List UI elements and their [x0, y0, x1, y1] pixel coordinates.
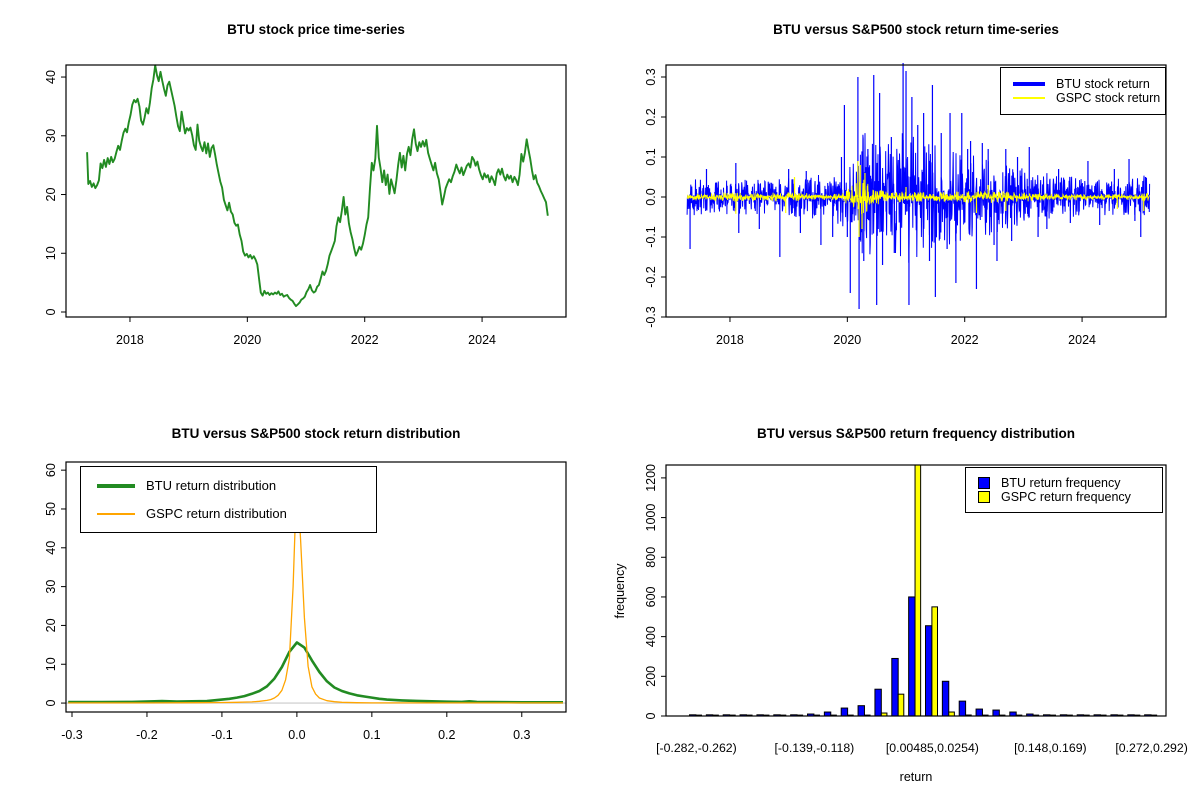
legend-item: BTU return distribution — [81, 472, 376, 500]
chart-title-price: BTU stock price time-series — [227, 22, 405, 37]
x-tick-label: [0.00485,0.0254) — [886, 741, 979, 755]
density-btu-curve — [68, 641, 563, 704]
x-tick-label: 2018 — [116, 333, 144, 347]
y-tick-label: 10 — [44, 657, 58, 671]
legend-item: BTU return frequency — [966, 476, 1162, 490]
y-tick-label: 30 — [44, 129, 58, 143]
y-tick-label: 0.2 — [644, 108, 658, 125]
freq-bar-btu — [891, 657, 899, 717]
x-axis-title-return: return — [899, 770, 933, 784]
x-tick-label: [0.272,0.292) — [1115, 741, 1187, 755]
btu-return-line-swatch — [1013, 82, 1045, 86]
legend-label: GSPC return frequency — [1001, 490, 1131, 504]
chart-title-returns: BTU versus S&P500 stock return time-seri… — [773, 22, 1059, 37]
y-tick-label: 40 — [44, 70, 58, 84]
x-tick-label: 0.3 — [513, 728, 530, 742]
y-tick-label: 20 — [44, 618, 58, 632]
x-tick-label: 2024 — [468, 333, 496, 347]
y-tick-label: 30 — [44, 580, 58, 594]
y-tick-label: 0 — [44, 700, 58, 707]
y-tick-label: 0 — [44, 308, 58, 315]
x-tick-label: [0.148,0.169) — [1014, 741, 1086, 755]
freq-bar-gspc — [931, 606, 939, 717]
y-tick-label: 200 — [644, 666, 658, 687]
y-tick-label: 20 — [44, 188, 58, 202]
y-tick-label: -0.3 — [644, 306, 658, 328]
legend-returns: BTU stock return GSPC stock return — [1000, 67, 1166, 115]
freq-bar-btu — [874, 688, 882, 717]
y-tick-label: 40 — [44, 541, 58, 555]
y-tick-label: 600 — [644, 586, 658, 607]
x-tick-label: 0.0 — [288, 728, 305, 742]
legend-item: BTU stock return — [1001, 77, 1165, 91]
x-tick-label: [-0.139,-0.118) — [775, 741, 855, 755]
y-tick-label: 400 — [644, 626, 658, 647]
legend-density: BTU return distribution GSPC return dist… — [80, 466, 377, 533]
plot-box — [65, 64, 567, 318]
x-tick-label: 2022 — [351, 333, 379, 347]
y-tick-label: -0.2 — [644, 266, 658, 288]
gspc-return-line-swatch — [1013, 97, 1045, 99]
x-tick-label: 2018 — [716, 333, 744, 347]
y-tick-label: 50 — [44, 502, 58, 516]
freq-bar-btu — [840, 707, 849, 717]
legend-frequency: BTU return frequency GSPC return frequen… — [965, 467, 1163, 513]
btu-density-line-swatch — [97, 483, 135, 488]
freq-bar-btu — [908, 596, 916, 717]
y-tick-label: 0 — [644, 712, 658, 719]
x-tick-label: 0.1 — [363, 728, 380, 742]
price-line — [86, 64, 549, 308]
gspc-frequency-swatch — [978, 491, 990, 503]
legend-label: GSPC stock return — [1056, 91, 1161, 105]
legend-item: GSPC return frequency — [966, 490, 1162, 504]
x-tick-label: 0.2 — [438, 728, 455, 742]
freq-bar-btu — [941, 680, 950, 717]
y-tick-label: 0.3 — [644, 68, 658, 85]
y-tick-label: -0.1 — [644, 226, 658, 248]
x-tick-label: [-0.282,-0.262) — [656, 741, 737, 755]
y-tick-label: 60 — [44, 463, 58, 477]
legend-label: BTU stock return — [1056, 77, 1150, 91]
y-tick-label: 0.0 — [644, 188, 658, 205]
y-axis-title-frequency: frequency — [613, 563, 627, 619]
btu-frequency-swatch — [978, 477, 990, 489]
gspc-density-line-swatch — [97, 512, 135, 515]
freq-bar-gspc — [914, 464, 922, 717]
x-tick-label: 2020 — [833, 333, 861, 347]
plot-box — [665, 464, 1167, 717]
gspc-return-series — [686, 179, 1150, 216]
y-tick-label: 0.1 — [644, 148, 658, 165]
y-tick-label: 800 — [644, 547, 658, 568]
legend-label: BTU return distribution — [146, 478, 277, 493]
x-tick-label: 2022 — [951, 333, 979, 347]
freq-bar-btu — [925, 625, 933, 717]
legend-label: GSPC return distribution — [146, 506, 287, 521]
freq-bar-btu — [975, 708, 983, 717]
y-tick-label: 10 — [44, 246, 58, 260]
chart-title-density: BTU versus S&P500 stock return distribut… — [171, 426, 461, 441]
chart-title-frequency: BTU versus S&P500 return frequency distr… — [756, 426, 1076, 441]
y-tick-label: 1200 — [644, 464, 658, 492]
freq-bar-gspc — [897, 693, 905, 717]
x-tick-label: -0.1 — [211, 728, 233, 742]
x-tick-label: -0.2 — [136, 728, 158, 742]
x-tick-label: 2024 — [1068, 333, 1096, 347]
x-tick-label: -0.3 — [61, 728, 83, 742]
plot-box — [665, 64, 1167, 318]
legend-label: BTU return frequency — [1001, 476, 1121, 490]
legend-item: GSPC return distribution — [81, 500, 376, 528]
legend-item: GSPC stock return — [1001, 91, 1165, 105]
y-tick-label: 1000 — [644, 504, 658, 532]
freq-bar-btu — [992, 709, 1000, 717]
freq-bar-btu — [958, 700, 967, 717]
x-tick-label: 2020 — [233, 333, 261, 347]
density-gspc-curve — [68, 473, 563, 704]
freq-bar-btu — [857, 705, 865, 717]
